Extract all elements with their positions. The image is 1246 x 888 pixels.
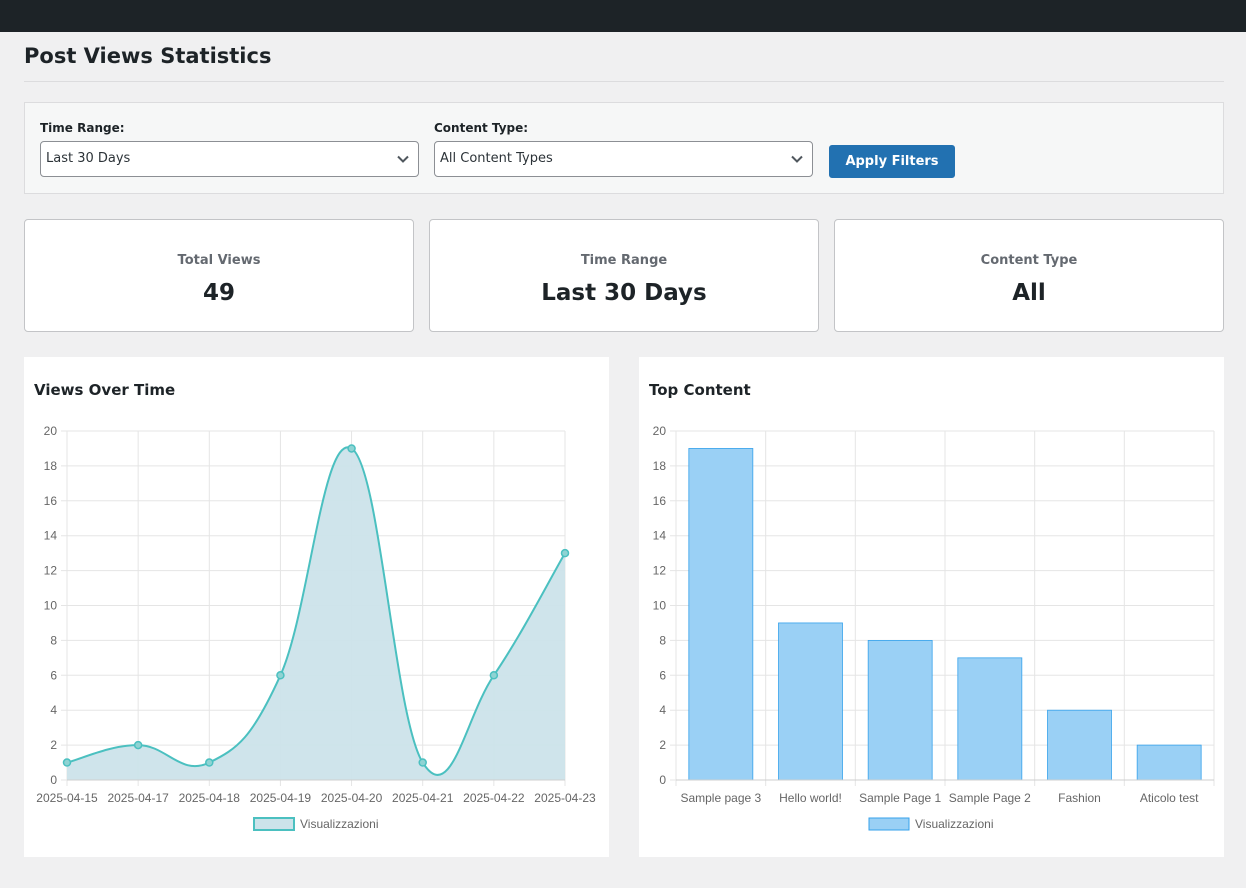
chevron-down-icon (791, 155, 803, 163)
y-tick-label: 4 (50, 703, 57, 717)
data-point (205, 758, 214, 767)
time-range-group: Time Range: Last 30 Days (40, 121, 419, 177)
legend-label: Visualizzazioni (915, 817, 994, 831)
summary-card-total-views: Total Views 49 (24, 219, 414, 332)
y-tick-label: 6 (659, 668, 666, 682)
y-tick-label: 18 (44, 459, 58, 473)
x-tick-label: Hello world! (779, 791, 842, 805)
bar (688, 448, 754, 781)
x-tick-label: 2025-04-18 (179, 791, 241, 805)
data-point (133, 740, 143, 750)
time-range-value: Last 30 Days (46, 151, 131, 166)
data-point (489, 671, 499, 680)
y-tick-label: 20 (44, 424, 58, 438)
data-point (418, 758, 427, 767)
content-type-group: Content Type: All Content Types (434, 121, 813, 177)
content-type-value: All Content Types (440, 151, 553, 166)
bar (957, 657, 1023, 781)
chart-title: Views Over Time (34, 381, 176, 399)
summary-card-time-range: Time Range Last 30 Days (429, 219, 819, 332)
y-tick-label: 14 (653, 529, 667, 543)
page-title: Post Views Statistics (24, 44, 272, 68)
legend-swatch (253, 817, 295, 831)
legend-label: Visualizzazioni (300, 817, 379, 831)
y-tick-label: 10 (653, 599, 667, 613)
y-tick-label: 12 (44, 564, 58, 578)
summary-label: Content Type (980, 253, 1078, 268)
summary-value: 49 (202, 280, 235, 306)
y-tick-label: 18 (653, 459, 667, 473)
views-over-time-chart: 0 2 4 6 8 10 12 14 16 18 20 2025-04-15 2025-04-17 202… (36, 424, 596, 831)
x-tick-label: 2025-04-22 (463, 791, 525, 805)
data-point (276, 671, 285, 680)
chevron-down-icon (397, 155, 409, 163)
y-tick-label: 4 (659, 703, 666, 717)
x-tick-label: 2025-04-21 (392, 791, 454, 805)
legend-swatch (868, 817, 910, 831)
y-tick-label: 2 (50, 738, 57, 752)
y-tick-label: 16 (653, 494, 667, 508)
content-type-select[interactable]: All Content Types (434, 141, 813, 177)
y-tick-label: 8 (50, 633, 57, 647)
data-point (62, 758, 72, 767)
content-type-label: Content Type: (434, 121, 529, 135)
x-tick-label: Fashion (1058, 791, 1101, 805)
top-content-chart: 0 2 4 6 8 10 12 14 16 18 20 Sample page 3 Hello worl… (653, 424, 1215, 831)
views-over-time-panel: Views Over Time 0 2 4 6 8 10 12 14 16 18 20 2025-04… (24, 357, 609, 857)
apply-filters-button[interactable]: Apply Filters (829, 145, 955, 178)
x-tick-label: 2025-04-19 (250, 791, 312, 805)
time-range-label: Time Range: (40, 121, 125, 135)
admin-bar (0, 0, 1246, 32)
x-tick-label: 2025-04-20 (321, 791, 383, 805)
y-tick-label: 10 (44, 599, 58, 613)
title-divider (24, 81, 1224, 82)
y-tick-label: 8 (659, 633, 666, 647)
series-area (67, 447, 565, 780)
y-tick-label: 0 (50, 773, 57, 787)
time-range-select[interactable]: Last 30 Days (40, 141, 419, 177)
bar (867, 639, 933, 781)
bar (1136, 744, 1202, 781)
chart-title: Top Content (649, 381, 751, 399)
filters-panel: Time Range: Last 30 Days Content Type: A… (24, 102, 1224, 194)
x-tick-label: 2025-04-17 (107, 791, 169, 805)
y-tick-label: 20 (653, 424, 667, 438)
x-tick-label: 2025-04-23 (534, 791, 596, 805)
y-tick-label: 6 (50, 668, 57, 682)
y-tick-label: 12 (653, 564, 667, 578)
x-tick-label: Sample Page 2 (949, 791, 1031, 805)
y-tick-label: 0 (659, 773, 666, 787)
x-tick-label: Sample Page 1 (859, 791, 941, 805)
y-tick-label: 2 (659, 738, 666, 752)
bar (778, 622, 843, 781)
y-tick-label: 14 (44, 529, 58, 543)
summary-label: Total Views (177, 253, 261, 268)
x-tick-label: Aticolo test (1140, 791, 1199, 805)
data-point (560, 548, 570, 558)
data-point (347, 444, 356, 453)
summary-value: All (1012, 280, 1046, 306)
summary-value: Last 30 Days (541, 280, 707, 306)
top-content-panel: Top Content 0 2 4 6 8 10 12 14 16 18 20 Sample page… (639, 357, 1224, 857)
y-tick-label: 16 (44, 494, 58, 508)
summary-card-content-type: Content Type All (834, 219, 1224, 332)
x-tick-label: Sample page 3 (680, 791, 761, 805)
bar (1047, 709, 1112, 781)
summary-label: Time Range (580, 253, 668, 268)
x-tick-label: 2025-04-15 (36, 791, 98, 805)
